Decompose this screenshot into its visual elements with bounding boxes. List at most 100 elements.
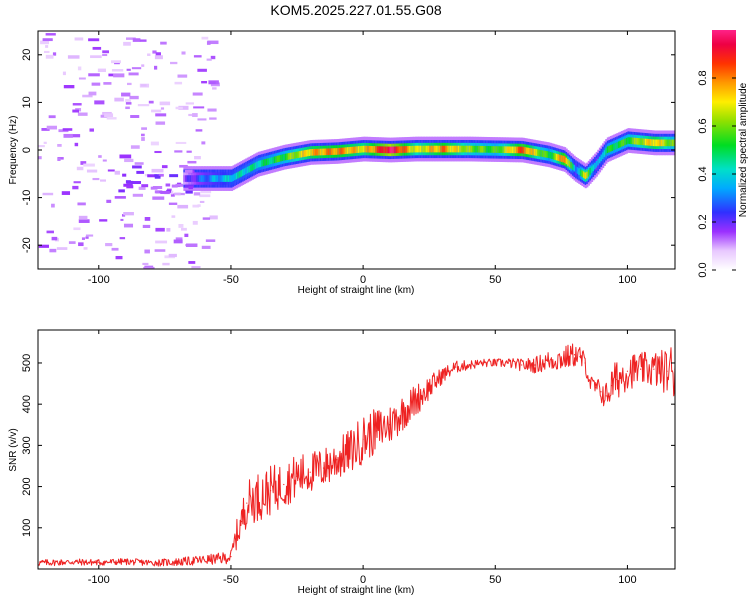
spectrogram-ridge-cell [272,156,275,164]
snr-point [402,411,404,414]
spectrogram-ridge-cell [311,148,315,156]
spectrogram-ridge-cell [481,145,484,153]
spectrogram-ridge-cell [402,146,405,153]
colorbar-tick-label: 0.4 [697,166,709,181]
spectrogram-ridge-cell [657,139,660,147]
spectrogram-ridge-cell [532,148,535,156]
spectrogram-noise-cell [147,53,151,56]
spectrogram-ridge-cell [584,172,587,180]
spectrogram-ridge-cell [441,145,445,153]
spectrogram-ridge-cell [194,175,197,182]
spectrogram-ridge-cell [476,145,479,153]
spectrogram-noise-cell [200,189,212,194]
spectrogram-ridge-cell [405,146,408,153]
spectrogram-noise-cell [119,237,126,240]
spectrogram-noise-cell [212,87,217,90]
spectrogram-noise-cell [72,185,79,190]
spectrogram-ridge-cell [253,163,256,170]
spectrogram-ridge-cell [510,146,513,154]
spectrogram-ridge-cell [565,157,568,165]
spectrogram-ridge-cell [665,139,668,147]
snr-point [322,467,325,469]
chart-title: KOM5.2025.227.01.55.G08 [270,2,441,18]
spectrogram-noise-cell [105,243,113,247]
spectrogram-ridge-cell [394,146,397,154]
spectrogram-noise-cell [110,60,122,64]
spectrogram-ridge-cell [248,165,251,173]
spectrogram-ridge-cell [218,175,221,182]
spectrogram-noise-cell [67,55,80,59]
spectrogram-ridge-cell [497,146,500,153]
spectrogram-ridge-cell [454,145,457,153]
spectrogram-y-tick-label: -10 [21,190,33,206]
spectrogram-noise-cell [195,129,203,132]
spectrogram-ridge-cell [354,146,357,154]
spectrogram-noise-cell [125,106,130,110]
spectrogram-ridge-cell [422,145,426,153]
spectrogram-noise-cell [91,82,101,86]
spectrogram-ridge-cell [389,146,392,154]
snr-point [336,459,338,461]
snr-point [589,382,592,385]
spectrogram-noise-cell [185,190,193,194]
spectrogram-noise-cell [143,266,155,269]
spectrogram-noise-cell [139,39,147,42]
spectrogram-noise-cell [123,223,134,228]
spectrogram-ridge-cell [589,168,592,175]
snr-point [219,558,221,560]
spectrogram-ridge-cell [183,175,186,182]
spectrogram-ridge-cell [548,151,551,159]
snr-point [653,368,655,370]
spectrogram-noise-cell [97,68,106,73]
spectrogram-ridge-cell [644,138,648,146]
spectrogram-ridge-cell [594,162,597,170]
colorbar-tick-label: 0.8 [697,70,709,85]
colorbar-tick-label: 0.0 [697,262,709,277]
snr-point [560,358,562,360]
spectrogram-noise-cell [155,240,168,244]
spectrogram-noise-cell [77,202,86,206]
spectrogram-ridge-cell [189,175,192,182]
spectrogram-noise-cell [78,77,86,80]
snr-frame [37,329,676,570]
spectrogram-noise-cell [120,218,124,221]
spectrogram-ridge-cell [200,175,204,182]
spectrogram-noise-cell [201,141,206,145]
spectrogram-noise-cell [152,196,165,200]
spectrogram-noise-cell [141,184,149,188]
spectrogram-ridge-cell [617,141,621,149]
snr-point [296,475,298,477]
spectrogram-ridge-cell [392,146,395,154]
spectrogram-noise-cell [127,82,132,86]
snr-point [600,391,602,393]
snr-plot-area [38,330,675,569]
spectrogram-ridge-cell [332,148,335,155]
spectrogram-noise-cell [102,159,107,162]
spectrogram-ridge-cell [232,174,235,182]
spectrogram-noise-cell [171,184,178,188]
spectrogram-noise-cell [192,204,200,208]
spectrogram-ridge-cell [376,146,380,153]
spectrogram-ridge-cell [267,158,270,165]
spectrogram-noise-cell [57,143,62,147]
spectrogram-noise-cell [78,242,84,247]
spectrogram-noise-cell [123,212,134,216]
spectrogram-noise-cell [170,193,175,197]
spectrogram-ridge-cell [313,148,316,156]
spectrogram-ridge-cell [329,148,332,156]
spectrogram-ridge-cell [418,145,421,153]
spectrogram-noise-cell [144,217,151,221]
spectrogram-ridge-cell [567,159,570,166]
spectrogram-ridge-cell [467,145,470,153]
spectrogram-ridge-cell [254,162,257,170]
spectrogram-ridge-cell [605,148,608,155]
spectrogram-noise-cell [99,219,108,222]
spectrogram-ridge-cell [506,146,510,154]
spectrogram-ridge-cell [316,148,319,156]
spectrogram-ridge-cell [538,149,541,157]
spectrogram-ridge-cell [188,175,191,182]
spectrogram-noise-cell [138,186,146,190]
snr-point [388,424,391,426]
spectrogram-ridge-cell [235,172,238,180]
spectrogram-ridge-cell [583,171,586,179]
